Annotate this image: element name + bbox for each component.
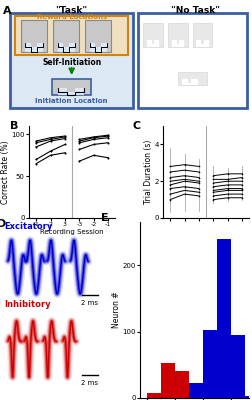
Bar (75, 88, 84, 95)
Bar (58, 42, 63, 52)
Bar (245, 396, 252, 398)
Bar (37, 42, 43, 52)
Bar (181, 79, 188, 85)
Bar (21, 20, 47, 52)
Bar (189, 395, 203, 398)
Text: Reward Locations: Reward Locations (37, 14, 107, 20)
Text: A: A (3, 6, 11, 16)
Bar (231, 335, 245, 398)
Bar (58, 92, 84, 95)
Bar (179, 40, 184, 47)
Bar (172, 44, 184, 47)
Bar (172, 40, 177, 47)
Bar (15, 16, 129, 55)
Text: Inhibitory: Inhibitory (5, 300, 51, 309)
Text: 2 ms: 2 ms (81, 300, 98, 306)
Text: Initiation Location: Initiation Location (36, 98, 108, 104)
Text: "Task": "Task" (56, 6, 88, 15)
Bar (203, 330, 217, 398)
Bar (147, 44, 159, 47)
X-axis label: Recording Session: Recording Session (40, 228, 104, 234)
Bar (10, 13, 133, 108)
Bar (58, 88, 67, 95)
Bar (90, 47, 107, 52)
Bar (101, 42, 107, 52)
Bar (147, 393, 161, 398)
Text: C: C (133, 121, 141, 131)
Bar (175, 372, 189, 398)
Text: Self-Initiation: Self-Initiation (42, 58, 101, 67)
Bar (178, 72, 207, 85)
Y-axis label: Correct Rate (%): Correct Rate (%) (1, 140, 10, 204)
Bar (193, 24, 212, 47)
Text: "No Task": "No Task" (171, 6, 220, 15)
Text: 2 ms: 2 ms (81, 380, 98, 386)
Y-axis label: Neuron #: Neuron # (112, 292, 121, 328)
Bar (192, 79, 198, 85)
Bar (143, 24, 163, 47)
Y-axis label: Trial Duration (s): Trial Duration (s) (144, 140, 153, 204)
Bar (25, 47, 43, 52)
Bar (168, 24, 188, 47)
Text: D: D (0, 220, 6, 230)
Bar (90, 42, 95, 52)
Text: E: E (101, 213, 109, 223)
X-axis label: Recording Session: Recording Session (174, 228, 238, 234)
Bar (196, 40, 201, 47)
Bar (85, 20, 111, 52)
Bar (161, 364, 175, 398)
Bar (53, 20, 79, 52)
Bar (138, 13, 247, 108)
Text: Excitatory: Excitatory (5, 222, 53, 231)
Bar (196, 44, 209, 47)
Bar (25, 42, 31, 52)
Bar (58, 47, 75, 52)
Bar (217, 239, 231, 398)
Bar (69, 42, 75, 52)
Bar (147, 40, 152, 47)
Bar (204, 40, 209, 47)
Bar (189, 383, 203, 398)
Bar (52, 79, 91, 95)
Text: B: B (10, 121, 18, 131)
Bar (154, 40, 159, 47)
Bar (181, 82, 198, 85)
